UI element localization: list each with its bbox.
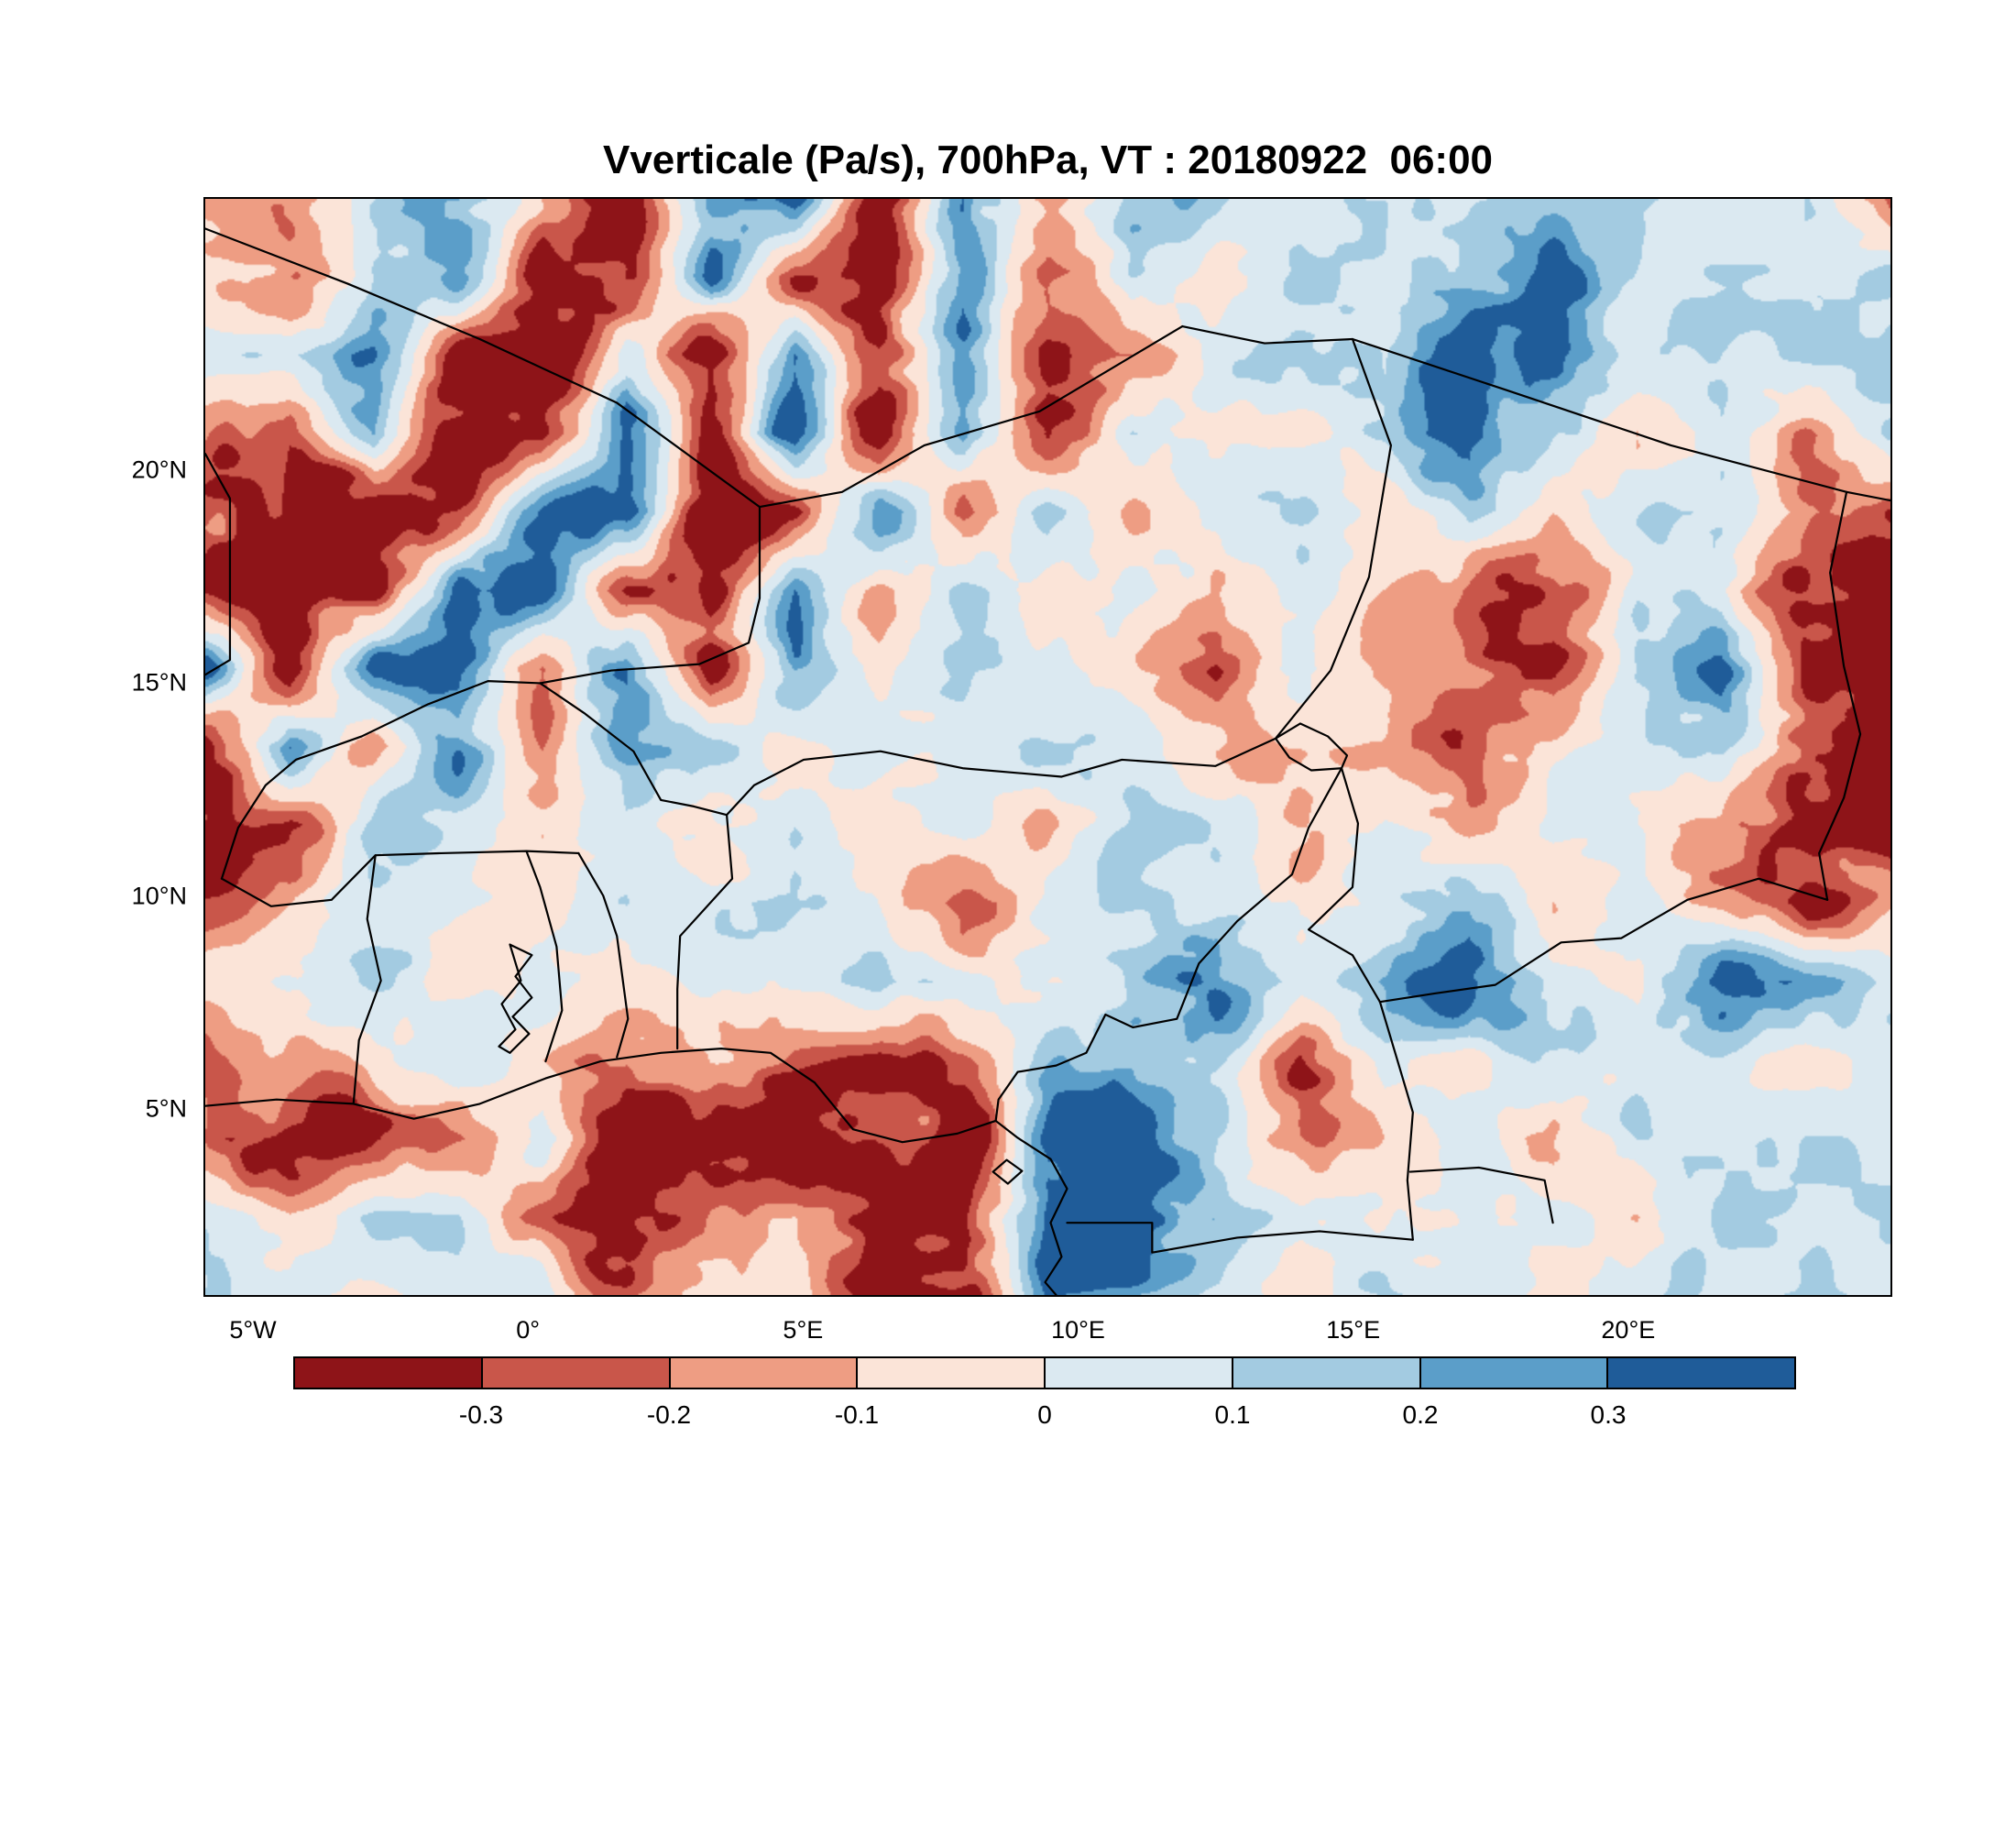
border-coastline <box>205 1048 1068 1295</box>
border-niger-libya <box>1181 324 1354 345</box>
border-niger-nigeria <box>725 737 1277 817</box>
border-mali-algeria <box>205 227 761 509</box>
colorbar-tick-label: -0.1 <box>834 1400 880 1429</box>
border-niger-chad <box>1274 337 1392 740</box>
colorbar-tick-label: 0.3 <box>1590 1400 1627 1429</box>
border-burkina-niger-benin <box>539 682 729 817</box>
border-nigeria-cameroon <box>994 767 1343 1123</box>
colorbar-segment-7 <box>1608 1358 1794 1388</box>
border-mauritania-mali <box>205 453 232 676</box>
colorbar-segment-1 <box>482 1358 671 1388</box>
border-libya-chad <box>1351 337 1890 502</box>
border-cameroon-car <box>1378 1001 1414 1241</box>
border-bioko-island <box>992 1158 1024 1185</box>
colorbar-segment-6 <box>1420 1358 1609 1388</box>
y-axis-tick-label: 10°N <box>131 882 187 910</box>
border-ghana-togo <box>525 850 564 1063</box>
figure-title: Vverticale (Pa/s), 700hPa, VT : 20180922… <box>602 137 1494 182</box>
colorbar-segment-0 <box>295 1358 483 1388</box>
y-axis-tick-label: 20°N <box>131 456 187 484</box>
colorbar-tick-label: -0.2 <box>646 1400 692 1429</box>
border-lake-chad <box>1274 722 1349 772</box>
colorbar-segment-3 <box>858 1358 1046 1388</box>
y-axis-tick-label: 5°N <box>145 1094 187 1123</box>
colorbar-segment-4 <box>1046 1358 1233 1388</box>
x-axis-tick-label: 15°E <box>1326 1316 1381 1344</box>
colorbar-tick-label: -0.3 <box>458 1400 504 1429</box>
border-burkina-mali <box>220 680 542 880</box>
border-cameroon-south <box>1066 1222 1414 1254</box>
border-algeria-niger <box>758 324 1184 509</box>
y-axis-tick-label: 15°N <box>131 668 187 697</box>
x-axis-tick-label: 5°W <box>229 1316 277 1344</box>
colorbar-segment-5 <box>1233 1358 1421 1388</box>
border-chad-car <box>1378 877 1829 1004</box>
border-burkina-south <box>220 850 580 907</box>
border-chad-sudan <box>1818 490 1862 901</box>
border-lake-volta <box>498 943 533 1054</box>
x-axis-tick-label: 0° <box>516 1316 541 1344</box>
border-car-congo <box>1408 1166 1554 1224</box>
border-togo-benin <box>577 851 630 1059</box>
border-ghana-cote-divoire <box>352 854 382 1105</box>
heatmap-canvas <box>205 199 1890 1295</box>
border-mali-niger <box>539 505 761 685</box>
colorbar-tick-label: 0.2 <box>1402 1400 1439 1429</box>
x-axis-tick-label: 20°E <box>1601 1316 1656 1344</box>
colorbar <box>293 1356 1796 1389</box>
x-axis-tick-label: 10°E <box>1051 1316 1105 1344</box>
border-cameroon-chad <box>1307 767 1382 1004</box>
x-axis-tick-label: 5°E <box>783 1316 824 1344</box>
colorbar-tick-label: 0.1 <box>1214 1400 1251 1429</box>
country-borders-overlay <box>205 227 1890 1295</box>
border-benin-nigeria <box>676 814 734 1050</box>
colorbar-tick-label: 0 <box>1037 1400 1052 1429</box>
map-plot-area <box>203 197 1892 1297</box>
colorbar-segment-2 <box>670 1358 859 1388</box>
